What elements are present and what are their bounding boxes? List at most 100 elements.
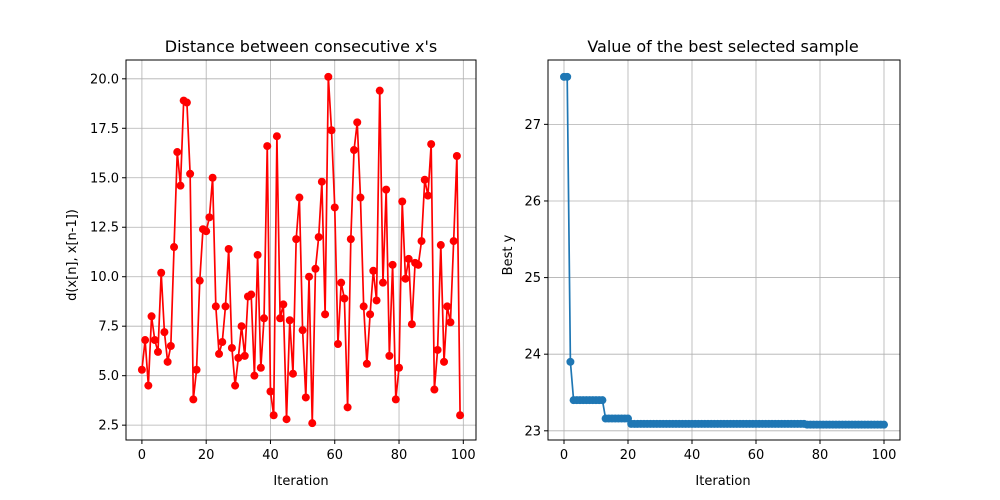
y-tick-label: 26 [524,194,541,209]
data-point [170,243,179,252]
y-tick-label: 23 [524,424,541,439]
data-point [388,260,397,269]
data-point [173,148,182,157]
y-axis-label: d(x[n], x[n-1]) [65,209,80,301]
data-point [414,260,423,269]
data-point [327,126,336,135]
data-point [144,381,153,390]
x-tick-label: 20 [198,448,215,463]
x-tick-label: 0 [138,448,146,463]
y-tick-label: 27 [524,118,541,133]
y-tick-label: 7.5 [98,320,119,335]
y-tick-label: 5.0 [98,369,119,384]
data-point [314,233,323,242]
data-point [395,363,404,372]
data-point [260,314,269,323]
data-point [215,349,224,358]
data-point [157,268,166,277]
data-point [446,318,455,327]
data-point [247,290,256,299]
data-point [378,278,387,287]
data-point [224,245,233,254]
y-tick-label: 20.0 [90,72,119,87]
data-point [317,177,326,186]
data-point [231,381,240,390]
data-point [166,341,175,350]
data-point [369,266,378,275]
data-point [443,302,452,311]
x-tick-label: 20 [620,448,637,463]
data-point [234,353,243,362]
data-point [398,197,407,206]
data-point [566,357,575,366]
data-point [321,310,330,319]
y-tick-label: 15.0 [90,171,119,186]
data-point [880,420,888,429]
data-point [436,241,445,250]
y-tick-label: 17.5 [90,122,119,137]
data-point [253,250,262,259]
data-point [285,316,294,325]
data-point [269,411,278,420]
data-point [208,173,217,182]
data-point [163,357,172,366]
x-tick-label: 60 [748,448,765,463]
data-point [452,151,461,160]
data-point [227,343,236,352]
data-point [192,365,201,374]
data-point [385,351,394,360]
data-point [375,86,384,95]
x-tick-label: 80 [391,448,408,463]
data-point [423,191,432,200]
data-point [186,169,195,178]
data-point [433,345,442,354]
data-point [150,336,159,345]
data-point [311,264,320,273]
data-point [205,213,214,222]
plot-frame [125,59,477,441]
data-point [308,419,317,428]
data-point [404,254,413,263]
data-point [340,294,349,303]
series-distance [137,72,465,428]
data-point [195,276,204,285]
y-tick-label: 10.0 [90,270,119,285]
chart-title: Value of the best selected sample [587,37,858,56]
data-point [256,363,265,372]
x-tick-label: 40 [684,448,701,463]
y-tick-label: 24 [524,348,541,363]
data-point [324,72,333,81]
x-axis-label: Iteration [273,474,328,489]
x-tick-label: 80 [812,448,829,463]
plot-frame [547,59,901,441]
data-point [272,132,281,141]
chart-distance: Distance between consecutive x's Iterati… [65,37,477,489]
data-point [353,118,362,127]
data-point [211,302,220,311]
data-point [372,296,381,305]
data-point [137,365,146,374]
data-point [282,415,291,424]
axis-ticks: 0 20 40 60 80 100 23 24 25 26 27 [524,118,896,463]
data-point [182,98,191,107]
data-point [250,371,259,380]
data-point [147,312,156,321]
data-point [176,181,185,190]
data-point [333,340,342,349]
data-point [153,347,162,356]
data-point [202,227,211,236]
data-point [240,351,249,360]
data-point [189,395,198,404]
data-point [343,403,352,412]
data-point [430,385,439,394]
data-point [218,338,227,347]
data-point [160,328,169,337]
y-axis-label: Best y [501,234,516,275]
data-point [401,274,410,283]
grid [548,60,900,440]
data-point [221,302,230,311]
data-point [440,357,449,366]
data-point [346,235,355,244]
